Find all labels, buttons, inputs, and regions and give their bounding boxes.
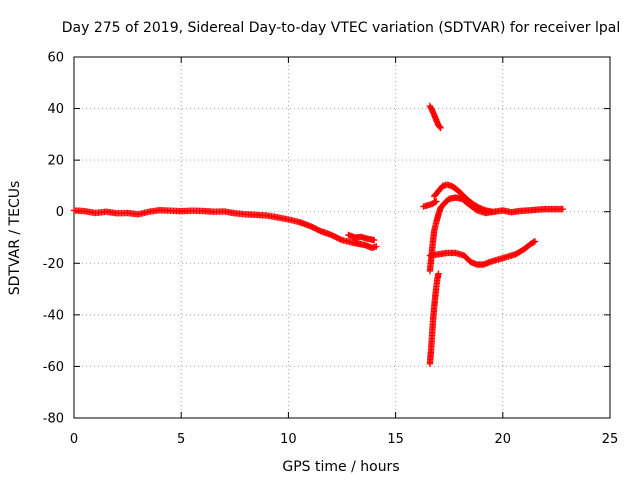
x-axis-label: GPS time / hours <box>282 459 399 475</box>
y-tick-label: 40 <box>47 102 64 117</box>
chart-title: Day 275 of 2019, Sidereal Day-to-day VTE… <box>62 20 620 36</box>
data-series <box>426 238 539 268</box>
data-series <box>345 231 378 244</box>
y-tick-label: 20 <box>47 154 64 169</box>
data-point <box>559 205 567 213</box>
data-point <box>488 208 496 215</box>
data-point <box>370 236 378 244</box>
plot-frame <box>73 56 611 419</box>
data-point <box>531 238 539 245</box>
data-series <box>426 194 567 275</box>
y-tick-label: -60 <box>43 360 64 375</box>
data-series <box>430 181 496 215</box>
x-tick-label: 25 <box>602 432 619 447</box>
y-tick-label: 60 <box>47 51 64 66</box>
data-series <box>420 198 440 210</box>
y-tick-label: -40 <box>43 308 64 323</box>
data-point <box>437 124 444 132</box>
data-point <box>433 198 440 205</box>
grid <box>74 57 610 418</box>
x-tick-label: 5 <box>177 432 185 447</box>
y-tick-label: -80 <box>43 412 64 427</box>
y-axis-label: SDTVAR / TECUs <box>7 181 23 296</box>
data-point <box>373 243 380 250</box>
data-points <box>70 102 567 368</box>
x-tick-label: 20 <box>495 432 512 447</box>
data-point <box>436 123 444 131</box>
y-tick-label: 0 <box>56 205 64 220</box>
x-tick-label: 10 <box>280 432 297 447</box>
data-series <box>426 270 442 368</box>
axis-ticks: 0 5 10 15 20 25 -80 -60 -40 -20 0 20 40 60 <box>43 51 619 448</box>
x-tick-label: 0 <box>70 432 78 447</box>
data-series <box>426 102 444 132</box>
y-tick-label: -20 <box>43 257 64 272</box>
data-series <box>70 206 380 252</box>
x-tick-label: 15 <box>387 432 404 447</box>
data-point <box>435 270 442 277</box>
